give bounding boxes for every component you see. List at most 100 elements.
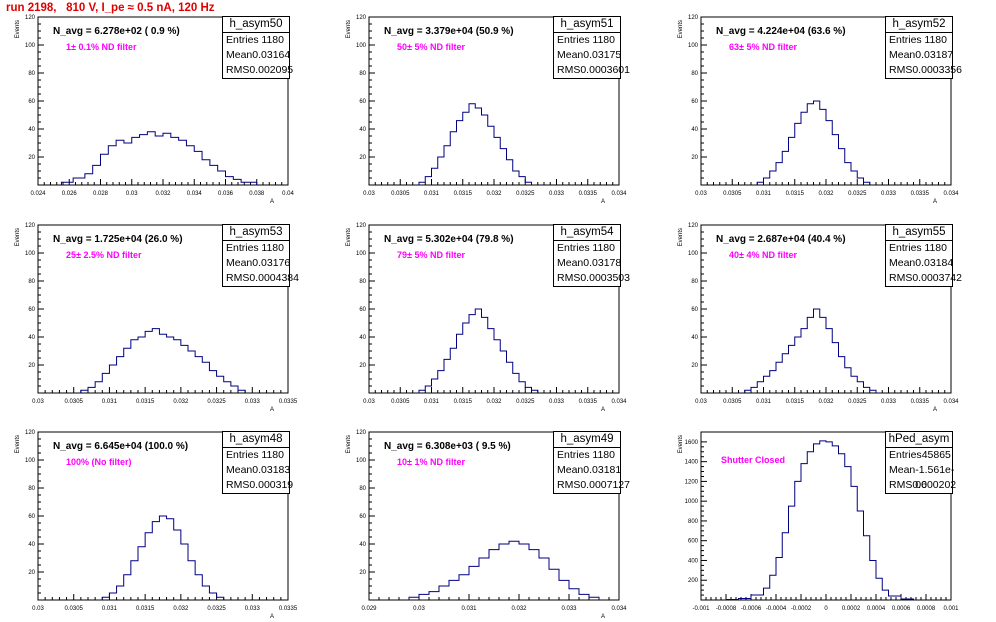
filter-annotation: 10± 1% ND filter: [397, 457, 465, 467]
stats-value: 1180: [592, 34, 615, 46]
x-tick-label: -0.0008: [716, 606, 737, 612]
histogram-bin: [163, 133, 171, 185]
y-tick-label: 120: [25, 430, 36, 436]
x-tick-label: 0.032: [173, 399, 189, 405]
histogram-panel-hPed_asym: -0.001 -0.0008 -0.0006 -0.0004 -0.0002 0 0.000…: [678, 431, 959, 612]
x-tick-label: 0.03: [695, 191, 707, 197]
x-tick-label: 0.034: [611, 191, 627, 197]
histogram-bin: [789, 137, 795, 185]
x-tick-label: 0.0325: [207, 606, 226, 612]
stats-label: Entries: [226, 34, 259, 46]
histogram-bin: [195, 357, 202, 393]
histogram-outline: [725, 440, 914, 601]
histogram-name: h_asym54: [554, 225, 620, 241]
y-tick-label: 20: [359, 363, 366, 369]
x-tick-label: 0.034: [611, 399, 627, 405]
stats-row-rms: RMS 0.0004384: [223, 271, 299, 286]
histogram-bin: [459, 575, 469, 600]
histogram-bin: [832, 343, 838, 393]
histogram-bin: [147, 132, 155, 185]
y-tick-label: 80: [359, 279, 366, 285]
histogram-bin: [845, 163, 851, 185]
histogram-panel-h_asym54: 0.03 0.0305 0.031 0.0315 0.032 0.0325 0.033 0.0…: [346, 223, 630, 413]
stats-label: RMS: [557, 64, 581, 76]
x-tick-label: 0.033: [549, 191, 565, 197]
y-tick-label: 600: [688, 539, 699, 545]
histogram-name: h_asym50: [223, 17, 289, 33]
histogram-bin: [73, 178, 85, 185]
histogram-outline: [756, 100, 871, 185]
stats-value: 1180: [924, 34, 947, 46]
y-axis-label: Events: [346, 20, 352, 38]
x-tick-label: 0.032: [511, 606, 527, 612]
x-tick-label: -0.0002: [791, 606, 812, 612]
histogram-bin: [807, 104, 813, 185]
y-tick-label: 1600: [685, 440, 699, 446]
y-tick-label: 40: [28, 127, 35, 133]
histogram-bin: [131, 340, 138, 393]
histogram-panel-h_asym52: 0.03 0.0305 0.031 0.0315 0.032 0.0325 0.033 0.0…: [678, 15, 962, 205]
stats-box: h_asym52 Entries 1180 Mean 0.03187 RMS 0.00033…: [885, 16, 962, 79]
histogram-bin: [194, 151, 202, 185]
x-tick-label: 0.03: [126, 191, 138, 197]
histogram-bin: [450, 348, 456, 393]
x-tick-label: 0.03: [363, 399, 375, 405]
x-tick-label: 0.0325: [207, 399, 226, 405]
histogram-bin: [507, 160, 513, 185]
x-tick-label: 0.0325: [848, 191, 867, 197]
histogram-bin: [152, 522, 159, 600]
x-tick-label: 0.0335: [579, 399, 598, 405]
stats-label: Entries: [226, 242, 259, 254]
filter-annotation: 79± 5% ND filter: [397, 250, 465, 260]
y-tick-label: 40: [691, 127, 698, 133]
histogram-panel-h_asym53: 0.03 0.0305 0.031 0.0315 0.032 0.0325 0.033 0.0…: [15, 223, 299, 413]
stats-row-mean: Mean 0.03175: [554, 48, 621, 63]
x-tick-label: 0.032: [173, 606, 189, 612]
histogram-bin: [108, 146, 116, 185]
x-tick-label: 0.0315: [136, 606, 155, 612]
histogram-bin: [488, 329, 494, 393]
x-tick-label: 0.0325: [516, 191, 535, 197]
histogram-outline: [744, 308, 877, 393]
histogram-bin: [832, 135, 838, 185]
histogram-bin: [188, 561, 195, 600]
histogram-bin: [857, 178, 863, 185]
histogram-bin: [882, 590, 888, 600]
y-tick-label: 60: [28, 99, 35, 105]
x-tick-label: 0.036: [218, 191, 234, 197]
x-tick-label: 0.0325: [516, 399, 535, 405]
histogram-bin: [233, 179, 241, 185]
stats-row-mean: Mean -1.561e-06: [886, 463, 954, 491]
y-tick-label: 60: [28, 307, 35, 313]
stats-row-mean: Mean 0.03187: [886, 48, 953, 63]
stats-value: 45865: [921, 449, 951, 461]
y-axis-label: Events: [15, 435, 21, 453]
histogram-bin: [832, 446, 838, 600]
stats-label: RMS: [889, 272, 913, 284]
y-tick-label: 200: [688, 578, 699, 584]
x-axis-label: A: [270, 199, 274, 205]
histogram-bin: [839, 357, 845, 393]
histogram-bin: [807, 452, 813, 600]
histogram-bin: [579, 594, 589, 600]
x-tick-label: 0.0305: [65, 399, 84, 405]
x-axis-label: A: [270, 614, 274, 620]
stats-box: h_asym53 Entries 1180 Mean 0.03176 RMS 0.00043…: [222, 224, 299, 287]
histogram-bin: [845, 368, 851, 393]
histogram-bin: [807, 317, 813, 393]
x-axis-label: A: [601, 199, 605, 205]
histogram-name: h_asym48: [223, 432, 289, 448]
histogram-plot: 0.03 0.0305 0.031 0.0315 0.032 0.0325 0.033 0.0…: [678, 15, 959, 205]
y-tick-label: 20: [691, 363, 698, 369]
stats-label: Entries: [557, 449, 590, 461]
histogram-bin: [494, 340, 500, 393]
x-tick-label: 0.0325: [848, 399, 867, 405]
histogram-bin: [751, 595, 764, 600]
y-tick-label: 40: [691, 335, 698, 341]
y-tick-label: 40: [359, 542, 366, 548]
stats-row-rms: RMS 0.0007127: [554, 478, 630, 493]
x-axis-label: A: [601, 614, 605, 620]
x-tick-label: 0.0305: [723, 191, 742, 197]
histogram-bin: [482, 115, 488, 185]
histogram-name: h_asym51: [554, 17, 620, 33]
